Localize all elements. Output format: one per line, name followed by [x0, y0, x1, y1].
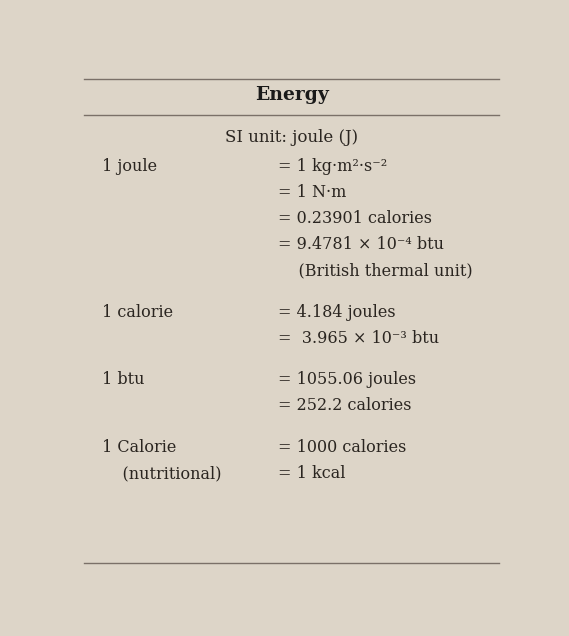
Text: = 1 kcal: = 1 kcal: [278, 465, 346, 482]
Text: (British thermal unit): (British thermal unit): [278, 262, 473, 279]
Text: = 0.23901 calories: = 0.23901 calories: [278, 211, 432, 227]
Text: (nutritional): (nutritional): [102, 465, 221, 482]
Text: = 9.4781 × 10⁻⁴ btu: = 9.4781 × 10⁻⁴ btu: [278, 237, 444, 253]
Text: =  3.965 × 10⁻³ btu: = 3.965 × 10⁻³ btu: [278, 330, 439, 347]
Text: 1 calorie: 1 calorie: [102, 304, 173, 321]
Text: 1 btu: 1 btu: [102, 371, 145, 389]
Text: = 4.184 joules: = 4.184 joules: [278, 304, 396, 321]
Text: 1 joule: 1 joule: [102, 158, 157, 176]
Text: = 1 kg·m²·s⁻²: = 1 kg·m²·s⁻²: [278, 158, 387, 176]
Text: = 1 N·m: = 1 N·m: [278, 184, 347, 202]
Text: 1 Calorie: 1 Calorie: [102, 439, 176, 456]
Text: = 252.2 calories: = 252.2 calories: [278, 398, 412, 415]
Text: SI unit: joule (J): SI unit: joule (J): [225, 129, 358, 146]
Text: = 1055.06 joules: = 1055.06 joules: [278, 371, 417, 389]
Text: Energy: Energy: [255, 86, 328, 104]
Text: = 1000 calories: = 1000 calories: [278, 439, 407, 456]
